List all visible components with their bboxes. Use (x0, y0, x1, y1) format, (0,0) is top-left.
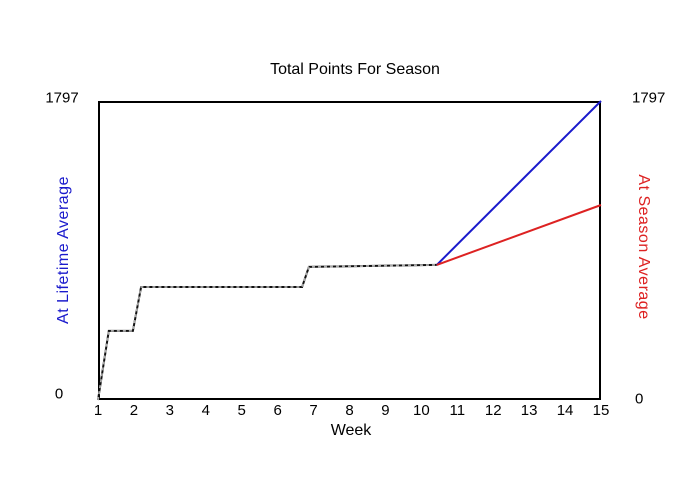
y-axis-left-min-label: 0 (54, 385, 64, 403)
y-axis-left-max-label: 1797 (45, 89, 79, 107)
y-axis-right-max-label: 1797 (632, 89, 666, 107)
series-line-actual-points-dash-overlay (97, 264, 437, 401)
x-axis-title: Week (330, 422, 372, 439)
y-axis-right-min-label: 0 (635, 390, 644, 408)
chart-title: Total Points For Season (270, 61, 440, 78)
series-line-at-lifetime-average-projection (436, 100, 602, 266)
plot-border (98, 101, 601, 400)
series-line-actual-points (97, 263, 437, 401)
series-line-at-season-average-projection (436, 204, 602, 266)
